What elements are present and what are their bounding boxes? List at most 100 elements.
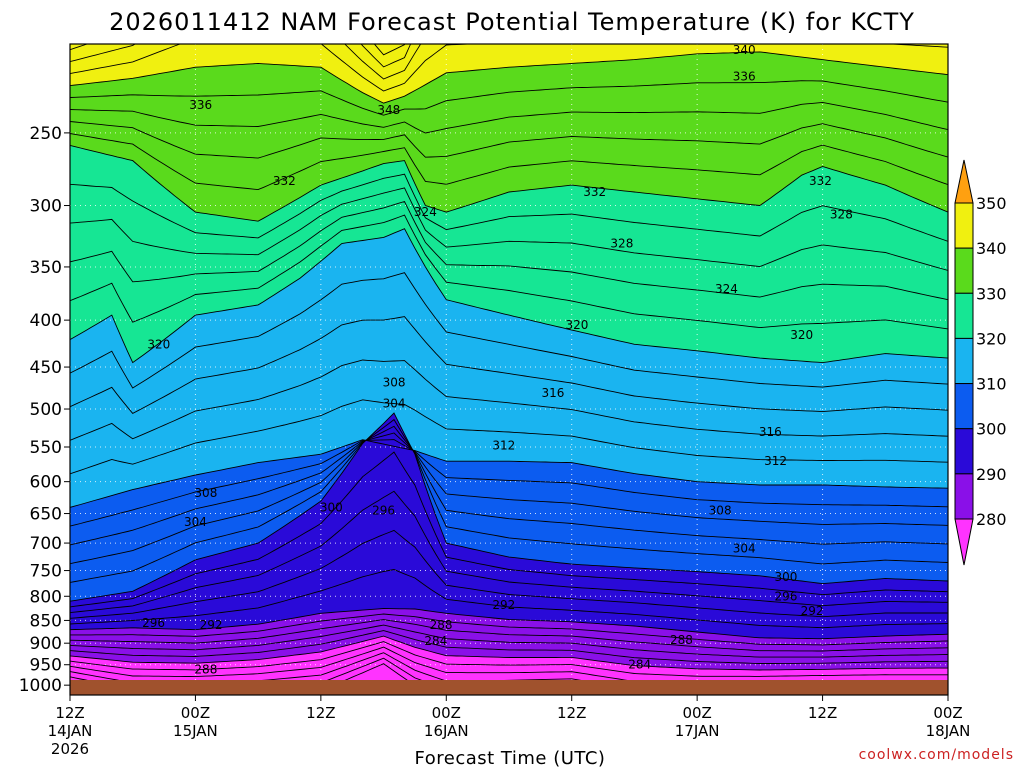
y-tick-label: 950 xyxy=(30,656,62,676)
isentrope-326 xyxy=(70,187,948,271)
x-tick-label: 00Z xyxy=(682,704,711,722)
contour-label: 296 xyxy=(372,503,395,517)
colorbar-tick-label: 340 xyxy=(976,239,1007,258)
colorbar-tick-label: 350 xyxy=(976,194,1007,213)
contour-label: 324 xyxy=(715,282,738,296)
y-tick-label: 550 xyxy=(30,438,62,458)
contour-label: 332 xyxy=(583,185,606,199)
contour-label-layer: 336 348 340 336 332 332 332 328 328 324 324 320 320 3… xyxy=(142,43,853,677)
contour-label: 292 xyxy=(200,618,223,632)
x-tick-label: 17JAN xyxy=(675,722,720,740)
colorbar-tick-label: 320 xyxy=(976,329,1007,348)
isentrope-334 xyxy=(70,121,948,159)
colorbar-cap-top xyxy=(954,159,974,204)
isentrope-294 xyxy=(70,529,948,619)
isentrope-328 xyxy=(70,173,948,242)
isentrope-298 xyxy=(70,451,948,608)
contour-label: 284 xyxy=(424,634,447,648)
isentrope-324 xyxy=(70,200,948,301)
contour-label: 324 xyxy=(414,205,437,219)
isentrope-316 xyxy=(70,316,948,414)
colorbar-band-340 xyxy=(954,202,974,249)
isentrope-292 xyxy=(70,569,948,629)
contour-label: 304 xyxy=(733,542,756,556)
contour-label: 288 xyxy=(670,633,693,647)
contour-label: 284 xyxy=(628,658,651,672)
isentrope-278 xyxy=(70,641,948,677)
colorbar: 280 290 300 310 320 330 340 350 xyxy=(954,159,1007,566)
colorbar-tick-label: 300 xyxy=(976,420,1007,439)
contour-label: 332 xyxy=(809,174,832,188)
y-tick-label: 1000 xyxy=(19,676,62,696)
isentrope-280 xyxy=(70,635,948,671)
y-tick-label: 900 xyxy=(30,634,62,654)
contour-label: 320 xyxy=(790,328,813,342)
isentrope-338 xyxy=(70,80,948,116)
x-tick-label: 12Z xyxy=(557,704,586,722)
y-tick-label: 250 xyxy=(30,124,62,144)
y-tick-label: 850 xyxy=(30,611,62,631)
contour-label: 300 xyxy=(320,500,343,514)
contour-label: 328 xyxy=(610,236,633,250)
y-axis: 250 300 350 400 450 500 550 600 650 700 750 800 850 9… xyxy=(19,124,70,696)
contour-label: 292 xyxy=(492,598,515,612)
isentrope-306 xyxy=(70,432,948,546)
isentrope-290 xyxy=(70,608,948,640)
contour-label: 348 xyxy=(377,103,400,117)
contour-label: 320 xyxy=(565,318,588,332)
contour-label: 308 xyxy=(194,486,217,500)
x-tick-label: 16JAN xyxy=(424,722,469,740)
ground-bar xyxy=(70,680,948,695)
contour-label: 332 xyxy=(273,174,296,188)
contour-label: 320 xyxy=(147,337,170,351)
isentrope-332 xyxy=(70,133,948,191)
contour-label: 288 xyxy=(430,618,453,632)
band-fill-274 xyxy=(70,652,579,680)
x-axis-label: Forecast Time (UTC) xyxy=(415,748,606,768)
isentrope-322 xyxy=(70,214,948,330)
isentrope-340 xyxy=(70,51,948,104)
y-tick-label: 750 xyxy=(30,562,62,582)
isentrope-308 xyxy=(70,439,948,527)
isentrope-line-layer xyxy=(70,44,948,680)
y-tick-label: 600 xyxy=(30,473,62,493)
band-fill-276 xyxy=(70,647,625,680)
isentrope-336 xyxy=(70,101,948,134)
contour-label: 288 xyxy=(194,663,217,677)
x-tick-label: 15JAN xyxy=(173,722,218,740)
contour-label: 328 xyxy=(830,208,853,222)
contour-label: 304 xyxy=(184,515,207,529)
x-tick-label: 12Z xyxy=(55,704,84,722)
contour-label: 308 xyxy=(709,503,732,517)
isentrope-318 xyxy=(70,272,948,389)
plot-frame xyxy=(69,43,949,696)
contour-label: 292 xyxy=(801,604,824,618)
contour-label: 336 xyxy=(733,69,756,83)
contour-label: 304 xyxy=(383,396,406,410)
x-tick-label: 2026 xyxy=(51,740,89,758)
x-tick-label: 00Z xyxy=(432,704,461,722)
y-tick-label: 700 xyxy=(30,534,62,554)
y-tick-label: 500 xyxy=(30,400,62,420)
isentrope-300 xyxy=(70,412,948,602)
isentrope-276 xyxy=(70,646,628,680)
contour-label: 296 xyxy=(775,589,798,603)
credit-link[interactable]: coolwx.com/models xyxy=(859,747,1014,763)
x-tick-label: 12Z xyxy=(808,704,837,722)
isentrope-320 xyxy=(70,228,948,364)
colorbar-band-290 xyxy=(954,428,974,475)
y-tick-label: 650 xyxy=(30,505,62,525)
contour-label: 336 xyxy=(189,98,212,112)
isentrope-302 xyxy=(70,418,948,583)
colorbar-tick-label: 330 xyxy=(976,284,1007,303)
y-tick-label: 350 xyxy=(30,258,62,278)
colorbar-band-310 xyxy=(954,337,974,385)
y-tick-label: 800 xyxy=(30,587,62,607)
contour-label: 316 xyxy=(541,386,564,400)
y-tick-label: 300 xyxy=(30,197,62,217)
isentrope-304 xyxy=(70,425,948,565)
isentrope-288 xyxy=(70,613,948,646)
